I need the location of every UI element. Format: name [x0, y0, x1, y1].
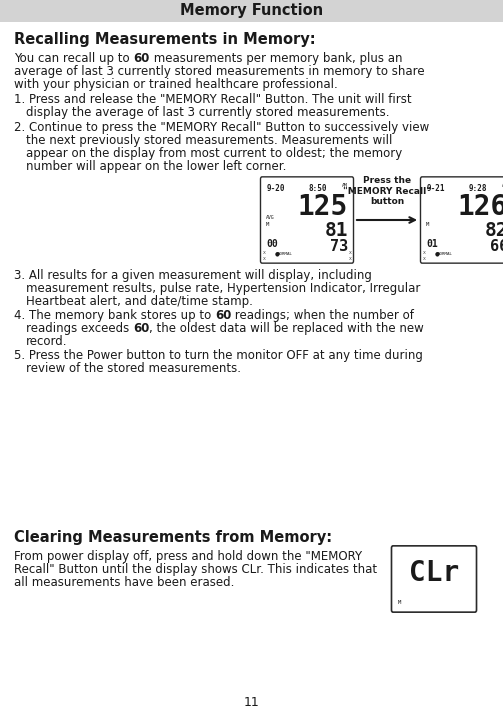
Text: measurements per memory bank, plus an: measurements per memory bank, plus an — [150, 52, 402, 65]
Text: 5. Press the Power button to turn the monitor OFF at any time during: 5. Press the Power button to turn the mo… — [14, 349, 423, 362]
Text: Recalling Measurements in Memory:: Recalling Measurements in Memory: — [14, 32, 315, 47]
Text: average of last 3 currently stored measurements in memory to share: average of last 3 currently stored measu… — [14, 65, 425, 78]
Text: 60: 60 — [215, 309, 231, 322]
Text: 66: 66 — [490, 239, 503, 254]
Text: ●: ● — [275, 251, 280, 256]
Text: 9:28: 9:28 — [469, 184, 487, 193]
Text: , the oldest data will be replaced with the new: , the oldest data will be replaced with … — [149, 322, 424, 335]
Text: readings; when the number of: readings; when the number of — [231, 309, 414, 322]
Text: Memory Function: Memory Function — [180, 4, 323, 19]
Text: x: x — [423, 251, 426, 256]
Text: all measurements have been erased.: all measurements have been erased. — [14, 576, 234, 589]
Text: 2. Continue to press the "MEMORY Recall" Button to successively view: 2. Continue to press the "MEMORY Recall"… — [14, 121, 429, 134]
Text: CLr: CLr — [409, 559, 459, 587]
Text: 01: 01 — [426, 239, 438, 249]
Text: 82: 82 — [484, 221, 503, 240]
Text: display the average of last 3 currently stored measurements.: display the average of last 3 currently … — [26, 106, 389, 119]
Text: measurement results, pulse rate, Hypertension Indicator, Irregular: measurement results, pulse rate, Hyperte… — [26, 282, 421, 295]
Text: NORMAL: NORMAL — [278, 252, 293, 256]
Text: the next previously stored measurements. Measurements will: the next previously stored measurements.… — [26, 134, 392, 147]
Text: 125: 125 — [298, 193, 348, 221]
Text: 126: 126 — [458, 193, 503, 221]
Bar — [0, 0, 503, 22]
Text: record.: record. — [26, 335, 67, 348]
Text: 81: 81 — [324, 221, 348, 240]
Text: 73: 73 — [330, 239, 348, 254]
Text: Heartbeat alert, and date/time stamp.: Heartbeat alert, and date/time stamp. — [26, 295, 253, 308]
Text: AM: AM — [342, 183, 348, 188]
FancyBboxPatch shape — [391, 546, 476, 612]
Text: From power display off, press and hold down the "MEMORY: From power display off, press and hold d… — [14, 550, 362, 563]
Text: number will appear on the lower left corner.: number will appear on the lower left cor… — [26, 160, 286, 173]
Text: x: x — [423, 256, 426, 261]
Text: review of the stored measurements.: review of the stored measurements. — [26, 362, 241, 375]
FancyBboxPatch shape — [261, 177, 354, 263]
Text: x: x — [349, 256, 352, 261]
Text: AVG: AVG — [266, 215, 275, 220]
Text: 3. All results for a given measurement will display, including: 3. All results for a given measurement w… — [14, 269, 372, 282]
Text: 60: 60 — [133, 322, 149, 335]
Text: 8:50: 8:50 — [309, 184, 327, 193]
Text: NORMAL: NORMAL — [438, 252, 453, 256]
Text: appear on the display from most current to oldest; the memory: appear on the display from most current … — [26, 147, 402, 160]
Text: M: M — [398, 600, 401, 605]
Text: M: M — [426, 222, 429, 227]
Text: x: x — [263, 256, 266, 261]
Text: You can recall up to: You can recall up to — [14, 52, 133, 65]
Text: x: x — [349, 251, 352, 256]
Text: 00: 00 — [266, 239, 278, 249]
Text: 4. The memory bank stores up to: 4. The memory bank stores up to — [14, 309, 215, 322]
Text: AM: AM — [502, 183, 503, 188]
Text: Recall" Button until the display shows CLr. This indicates that: Recall" Button until the display shows C… — [14, 563, 377, 576]
Text: M: M — [266, 222, 269, 227]
Text: with your physician or trained healthcare professional.: with your physician or trained healthcar… — [14, 78, 338, 91]
Text: Clearing Measurements from Memory:: Clearing Measurements from Memory: — [14, 530, 332, 545]
Text: 60: 60 — [133, 52, 150, 65]
FancyBboxPatch shape — [421, 177, 503, 263]
Text: x: x — [263, 251, 266, 256]
Text: 9-20: 9-20 — [267, 184, 286, 193]
Text: 9-21: 9-21 — [427, 184, 446, 193]
Text: Press the
"MEMORY Recall"
button: Press the "MEMORY Recall" button — [343, 176, 431, 206]
Text: 1. Press and release the "MEMORY Recall" Button. The unit will first: 1. Press and release the "MEMORY Recall"… — [14, 93, 411, 106]
Text: readings exceeds: readings exceeds — [26, 322, 133, 335]
Text: ●: ● — [435, 251, 440, 256]
Text: 11: 11 — [243, 695, 260, 709]
